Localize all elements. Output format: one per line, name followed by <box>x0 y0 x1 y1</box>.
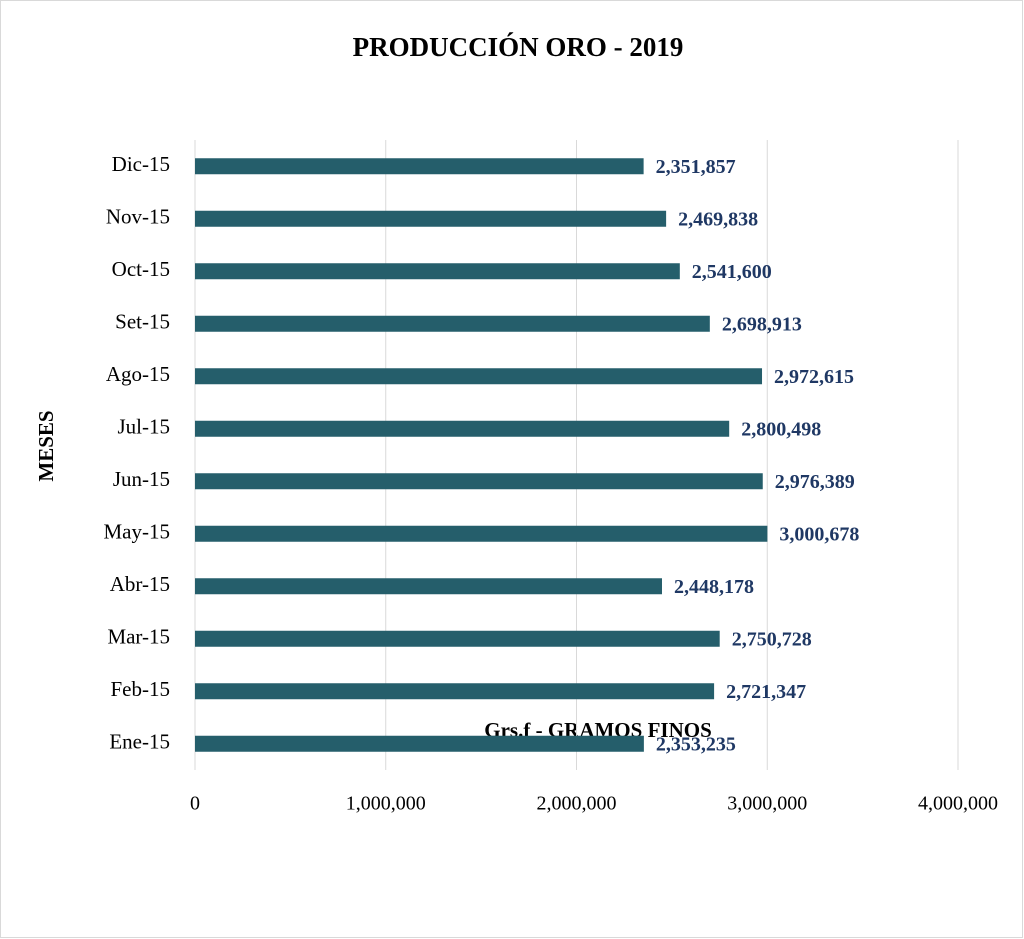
y-tick-label: Set-15 <box>115 310 170 334</box>
bar <box>195 630 720 647</box>
y-tick-label: May-15 <box>104 520 171 544</box>
bar <box>195 315 710 332</box>
y-axis-label: MESES <box>34 410 58 481</box>
bar <box>195 368 763 385</box>
bar <box>195 263 680 280</box>
bar <box>195 683 715 700</box>
bar <box>195 158 644 175</box>
data-label: 2,469,838 <box>678 208 758 230</box>
bar <box>195 578 662 595</box>
y-tick-label: Jul-15 <box>118 415 171 439</box>
y-tick-label: Mar-15 <box>107 625 170 649</box>
data-label: 2,800,498 <box>741 418 821 440</box>
y-tick-label: Abr-15 <box>110 572 170 596</box>
data-label: 2,976,389 <box>775 471 855 493</box>
y-tick-label: Feb-15 <box>111 677 171 701</box>
y-tick-label: Nov-15 <box>106 205 170 229</box>
x-tick-label: 3,000,000 <box>727 793 807 815</box>
data-label: 3,000,678 <box>779 523 859 545</box>
y-tick-label: Ago-15 <box>106 362 170 386</box>
y-tick-label: Oct-15 <box>112 257 170 281</box>
bar <box>195 473 763 490</box>
data-label: 2,972,615 <box>774 366 854 388</box>
data-label: 2,698,913 <box>722 313 802 335</box>
bar <box>195 735 644 752</box>
data-label: 2,351,857 <box>656 156 736 178</box>
data-label: 2,750,728 <box>732 628 812 650</box>
y-tick-label: Jun-15 <box>113 467 170 491</box>
bar <box>195 210 667 227</box>
data-label: 2,541,600 <box>692 261 772 283</box>
data-label: 2,353,235 <box>656 733 736 755</box>
x-tick-label: 2,000,000 <box>537 793 617 815</box>
data-label: 2,448,178 <box>674 576 754 598</box>
y-tick-label: Dic-15 <box>112 152 170 176</box>
x-tick-label: 1,000,000 <box>346 793 426 815</box>
bar <box>195 525 768 542</box>
bar <box>195 420 730 437</box>
chart-title: PRODUCCIÓN ORO - 2019 <box>353 32 684 62</box>
x-tick-label: 0 <box>190 793 200 815</box>
x-tick-label: 4,000,000 <box>918 793 998 815</box>
data-label: 2,721,347 <box>726 681 806 703</box>
y-tick-label: Ene-15 <box>109 730 170 754</box>
